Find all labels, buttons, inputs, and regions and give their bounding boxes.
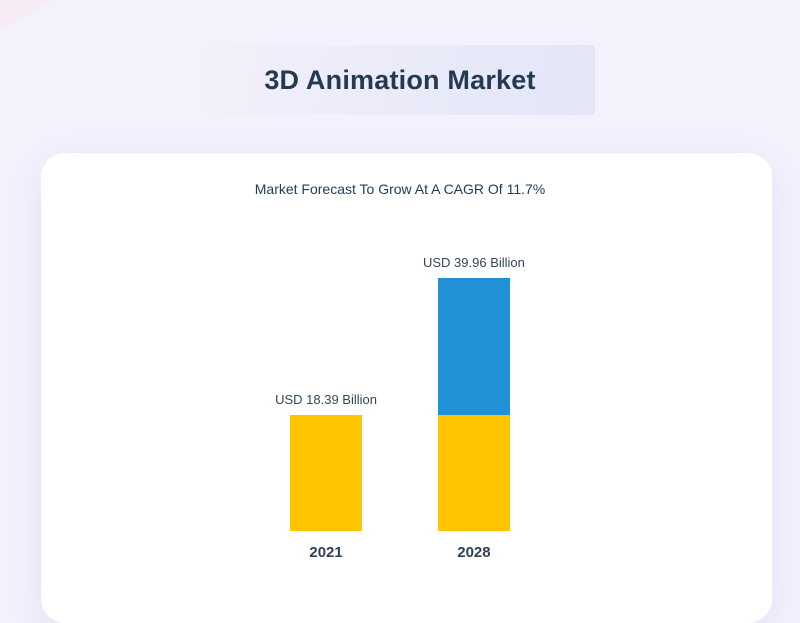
page-title: 3D Animation Market (264, 64, 536, 95)
bar-group-2021: USD 18.39 Billion 2021 (275, 392, 377, 561)
category-label-2021: 2021 (309, 544, 343, 561)
page-title-banner: 3D Animation Market (205, 45, 595, 115)
bar-2021 (290, 415, 363, 531)
page: 3D Animation Market Market Forecast To G… (0, 0, 772, 623)
bar-2021-base-segment (290, 415, 363, 531)
corner-decoration (0, 0, 54, 30)
bar-2028 (437, 278, 510, 531)
bar-group-2028: USD 39.96 Billion 2028 (423, 255, 525, 561)
value-label-2021: USD 18.39 Billion (275, 392, 377, 407)
chart-title: Market Forecast To Grow At A CAGR Of 11.… (254, 181, 546, 197)
bar-2028-base-segment (437, 415, 510, 531)
category-label-2028: 2028 (457, 544, 491, 561)
chart-card: Market Forecast To Grow At A CAGR Of 11.… (41, 153, 772, 623)
value-label-2028: USD 39.96 Billion (423, 255, 525, 270)
bar-chart: USD 18.39 Billion 2021 USD 39.96 Billion… (0, 153, 800, 561)
bar-2028-growth-segment (437, 278, 510, 415)
